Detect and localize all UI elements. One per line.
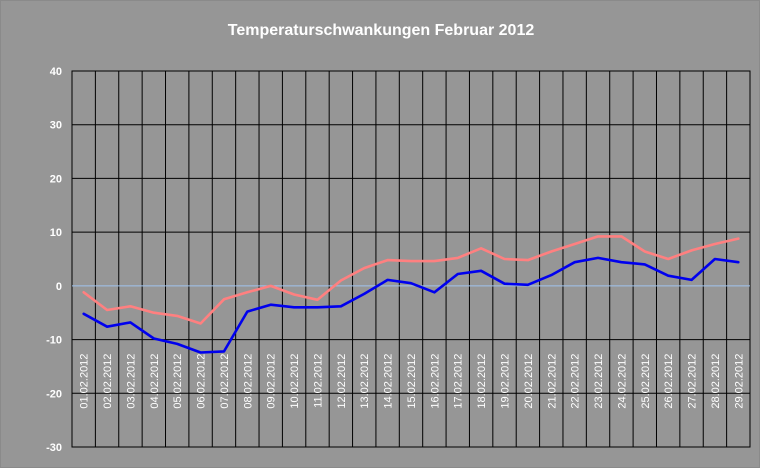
x-tick-label: 28.02.2012 (710, 354, 722, 409)
x-tick-label: 19.02.2012 (500, 354, 512, 409)
y-tick-label: 20 (50, 173, 62, 185)
x-tick-label: 03.02.2012 (125, 354, 137, 409)
series-layer (82, 235, 740, 354)
x-tick-label: 27.02.2012 (687, 354, 699, 409)
series-line-2 (82, 256, 740, 354)
y-tick-label: 10 (50, 227, 62, 239)
x-tick-label: 26.02.2012 (663, 354, 675, 409)
x-tick-label: 09.02.2012 (266, 354, 278, 409)
x-tick-label: 15.02.2012 (406, 354, 418, 409)
x-tick-label: 24.02.2012 (616, 354, 628, 409)
y-tick-label: -10 (46, 335, 62, 347)
x-tick-label: 07.02.2012 (219, 354, 231, 409)
x-axis: 01.02.2012 02.02.2012 03.02.2012 04.02.2012… (79, 354, 746, 409)
y-tick-label: 40 (50, 66, 62, 78)
series-line-1 (82, 235, 740, 325)
x-tick-label: 02.02.2012 (102, 354, 114, 409)
x-tick-label: 11.02.2012 (312, 354, 324, 408)
x-tick-label: 25.02.2012 (640, 354, 652, 409)
y-tick-label: -20 (46, 388, 62, 400)
x-tick-label: 05.02.2012 (172, 354, 184, 409)
plot-area (71, 70, 751, 448)
y-axis: 40 30 20 10 0 -10 -20 -30 (46, 66, 62, 454)
x-tick-label: 22.02.2012 (570, 354, 582, 409)
y-tick-label: -30 (46, 442, 62, 454)
chart-title: Temperaturschwankungen Februar 2012 (228, 22, 535, 39)
y-tick-label: 30 (50, 120, 62, 132)
x-tick-label: 04.02.2012 (149, 354, 161, 409)
x-tick-label: 12.02.2012 (336, 354, 348, 409)
x-tick-label: 10.02.2012 (289, 354, 301, 409)
x-tick-label: 13.02.2012 (359, 354, 371, 409)
y-tick-label: 0 (56, 281, 62, 293)
x-tick-label: 18.02.2012 (476, 354, 488, 409)
x-tick-label: 17.02.2012 (453, 354, 465, 409)
x-tick-label: 29.02.2012 (733, 354, 745, 409)
x-tick-label: 06.02.2012 (196, 354, 208, 409)
x-tick-label: 21.02.2012 (546, 354, 558, 409)
x-tick-label: 08.02.2012 (242, 354, 254, 409)
x-tick-label: 20.02.2012 (523, 354, 535, 409)
x-tick-label: 01.02.2012 (79, 354, 91, 409)
x-tick-label: 23.02.2012 (593, 354, 605, 409)
x-tick-label: 16.02.2012 (429, 354, 441, 409)
x-tick-label: 14.02.2012 (383, 354, 395, 409)
